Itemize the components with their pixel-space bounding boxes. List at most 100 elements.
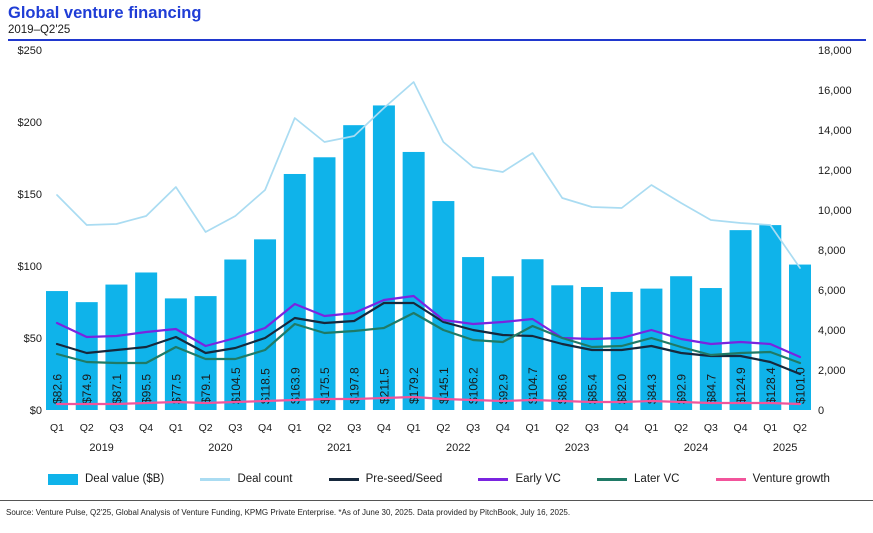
bar-value-label: $101.0	[794, 367, 808, 404]
deal-value-bar	[699, 288, 722, 410]
x-axis-quarter-label: Q3	[228, 422, 242, 434]
right-axis-tick: 8,000	[818, 245, 846, 257]
deal-value-bar	[670, 276, 693, 410]
legend-item-preseed: Pre-seed/Seed	[328, 473, 443, 485]
left-axis-tick: $100	[18, 261, 42, 273]
bar-value-label: $118.5	[259, 368, 273, 404]
deal-value-bar	[640, 288, 663, 410]
x-axis-year-label: 2024	[684, 442, 708, 454]
x-axis-year-label: 2021	[327, 442, 351, 454]
x-axis-quarter-label: Q4	[258, 422, 272, 434]
deal-value-bar	[491, 276, 514, 410]
deal-value-bar	[580, 287, 603, 410]
legend-label: Venture growth	[752, 473, 830, 485]
x-axis-quarter-label: Q3	[347, 422, 361, 434]
bar-value-label: $84.3	[645, 374, 659, 404]
deal-value-bar	[46, 291, 68, 410]
bar-value-label: $145.1	[437, 367, 451, 404]
bar-value-label: $106.2	[467, 367, 481, 404]
x-axis-quarter-label: Q4	[734, 422, 748, 434]
series-line-later-vc	[55, 311, 802, 365]
deal-value-bar	[789, 264, 811, 410]
x-axis-year-label: 2023	[565, 442, 589, 454]
bar-value-label: $82.0	[615, 374, 629, 404]
legend-label: Deal count	[237, 473, 293, 485]
x-axis-quarter-label: Q1	[169, 422, 183, 434]
series-line-early-vc	[55, 294, 802, 359]
deal-count-swatch-icon	[200, 477, 231, 481]
legend-label: Pre-seed/Seed	[365, 473, 443, 485]
chart-title: Global venture financing	[8, 4, 202, 22]
bar-value-label: $79.1	[199, 374, 213, 404]
right-axis-tick: 0	[818, 405, 824, 417]
x-axis-quarter-label: Q2	[436, 422, 450, 434]
series-line-venture-growth	[55, 395, 802, 406]
right-axis-tick: 10,000	[818, 205, 852, 217]
series-line-deal-count	[56, 81, 801, 269]
x-axis-quarter-label: Q3	[466, 422, 480, 434]
right-axis-tick: 4,000	[818, 325, 846, 337]
bar-value-label: $92.9	[675, 374, 689, 404]
deal-value-bar	[254, 239, 277, 410]
deal-value-bar	[224, 259, 247, 410]
bar-value-label: $92.9	[496, 374, 510, 404]
x-axis-quarter-label: Q2	[555, 422, 569, 434]
left-axis-tick: $200	[18, 117, 42, 129]
deal-value-bar	[283, 173, 306, 410]
deal-value-bar	[135, 272, 158, 410]
legend-item-deal-value: Deal value ($B)	[48, 473, 164, 485]
legend-item-later-vc: Later VC	[597, 473, 679, 485]
x-axis-quarter-label: Q1	[50, 422, 64, 434]
bar-value-label: $95.5	[140, 374, 154, 404]
x-axis-year-label: 2020	[208, 442, 232, 454]
x-axis-quarter-label: Q3	[704, 422, 718, 434]
deal-value-bar	[164, 298, 187, 410]
chart-svg: $0 $50 $100 $150 $200 $250 0 2,000 4,000 6,000 8,0…	[18, 45, 852, 454]
deal-value-bar	[105, 284, 128, 410]
bar-value-label: $74.9	[80, 374, 94, 404]
x-axis-quarter-label: Q1	[644, 422, 658, 434]
x-axis-quarter-label: Q3	[109, 422, 123, 434]
bar-value-label: $175.5	[318, 367, 332, 404]
x-axis-quarter-label: Q4	[139, 422, 153, 434]
early-vc-swatch-icon	[478, 477, 509, 481]
legend-label: Later VC	[634, 473, 680, 485]
legend-item-deal-count: Deal count	[200, 473, 292, 485]
left-axis-tick: $250	[18, 45, 42, 57]
bar-value-label: $77.5	[169, 374, 183, 404]
bar-value-label: $104.5	[229, 367, 243, 404]
right-axis-tick: 14,000	[818, 125, 852, 137]
deal-value-bar	[343, 125, 366, 410]
x-axis-quarter-label: Q2	[199, 422, 213, 434]
x-axis-quarter-label: Q3	[585, 422, 599, 434]
left-axis-tick: $150	[18, 189, 42, 201]
x-axis-year-label: 2022	[446, 442, 470, 454]
bar-value-label: $82.6	[51, 374, 65, 404]
x-axis-quarter-label: Q2	[793, 422, 807, 434]
bar-value-label: $84.7	[704, 374, 718, 404]
header-divider	[8, 39, 866, 41]
chart-legend: Deal value ($B) Deal count Pre-seed/Seed…	[48, 473, 830, 485]
right-axis-tick: 2,000	[818, 365, 846, 377]
bar-value-label: $87.1	[110, 374, 124, 404]
x-axis-quarter-label: Q1	[526, 422, 540, 434]
legend-item-venture-growth: Venture growth	[715, 473, 830, 485]
left-axis-tick: $50	[24, 333, 42, 345]
x-axis-quarter-label: Q1	[288, 422, 302, 434]
bar-value-label: $86.6	[556, 374, 570, 404]
x-axis-quarter-label: Q2	[80, 422, 94, 434]
deal-value-bar	[432, 201, 455, 410]
bar-value-label: $211.5	[377, 368, 391, 404]
right-axis-tick: 18,000	[818, 45, 852, 57]
x-axis-quarter-label: Q1	[763, 422, 777, 434]
x-axis-quarter-label: Q2	[317, 422, 331, 434]
x-axis-quarter-label: Q4	[496, 422, 510, 434]
x-axis-year-label: 2019	[89, 442, 113, 454]
deal-value-bar	[551, 285, 574, 410]
chart-area: $0 $50 $100 $150 $200 $250 0 2,000 4,000 6,000 8,0…	[18, 45, 852, 454]
bar-value-label: $85.4	[585, 374, 599, 404]
deal-value-swatch-icon	[48, 473, 78, 485]
chart-subtitle: 2019–Q2'25	[8, 24, 71, 36]
source-note: Source: Venture Pulse, Q2'25, Global Ana…	[6, 508, 571, 517]
